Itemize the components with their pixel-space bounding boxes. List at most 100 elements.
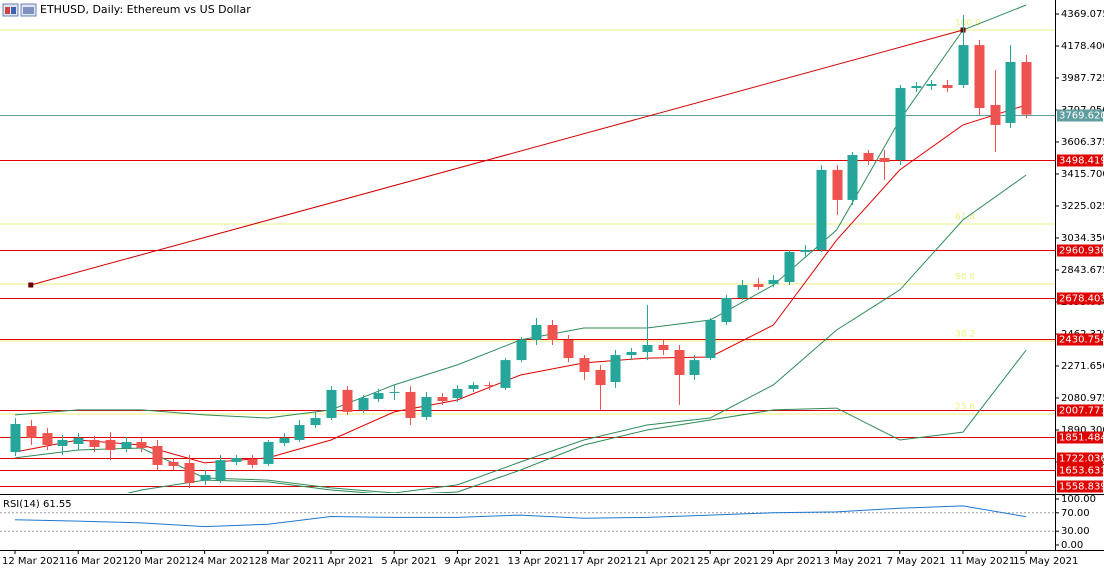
rsi-tick-label: 100.00 (1061, 494, 1096, 505)
candle-body (215, 460, 226, 481)
rsi-panel (0, 505, 1055, 532)
fib-label: 38.2 (955, 330, 975, 340)
candle-body (437, 396, 448, 402)
x-tick-label: 21 Apr 2021 (634, 556, 696, 567)
candle-body (373, 392, 384, 400)
x-tick-label: 13 Apr 2021 (508, 556, 570, 567)
icon-part (11, 7, 16, 14)
candle-body (263, 441, 274, 464)
candle-body (595, 369, 606, 386)
level-label: 2430.754 (1059, 335, 1104, 346)
candle-body (184, 462, 195, 484)
level-label-box (1057, 292, 1103, 305)
candle-body (800, 249, 811, 252)
candle-body (911, 86, 922, 89)
candle-body (674, 349, 685, 376)
price-panel: 100.0 61.8 50.0 38.2 23.6 (0, 4, 1055, 493)
x-tick-label: 29 Apr 2021 (760, 556, 822, 567)
rsi-label: RSI(14) 61.55 (3, 499, 72, 510)
candle-body (231, 458, 242, 462)
candle-body (547, 324, 558, 340)
candle-body (105, 439, 116, 451)
y-tick-label: 4369.075 (1061, 9, 1104, 20)
level-label-box (1057, 109, 1103, 122)
candle-body (753, 284, 764, 288)
indicator-line (14, 104, 1027, 464)
candle-body (89, 439, 100, 447)
y-tick-label: 3987.725 (1061, 73, 1104, 84)
icon-part (5, 7, 10, 14)
level-label-box (1057, 452, 1103, 465)
candle-body (389, 391, 400, 393)
candle-body (10, 424, 21, 453)
level-label-box (1057, 480, 1103, 493)
fib-label: 23.6 (955, 402, 975, 412)
candle-body (531, 324, 542, 340)
candle-body (816, 169, 827, 250)
candle-body (294, 425, 305, 440)
y-tick-label: 3606.375 (1061, 137, 1104, 148)
level-label: 1558.839 (1059, 482, 1104, 493)
candle-body (468, 385, 479, 389)
candle-body (421, 396, 432, 417)
candle-body (784, 251, 795, 283)
indicator-line (14, 174, 1027, 493)
candle-body (136, 441, 147, 449)
candle-body (832, 169, 843, 200)
level-label: 2007.771 (1059, 406, 1104, 417)
rsi-line (14, 505, 1027, 528)
fib-label: 50.0 (955, 272, 975, 282)
labels: ETHUSD, Daily: Ethereum vs US Dollar 436… (2, 3, 1104, 567)
chart-title: ETHUSD, Daily: Ethereum vs US Dollar (40, 3, 251, 16)
fib-label: 61.8 (955, 212, 975, 222)
candle-body (1005, 62, 1016, 123)
x-tick-label: 20 Mar 2021 (128, 556, 191, 567)
x-tick-label: 9 Apr 2021 (444, 556, 499, 567)
candle-body (121, 441, 132, 449)
candle-body (500, 360, 511, 388)
rsi-tick-label: 0.00 (1061, 540, 1083, 551)
candle-body (326, 389, 337, 418)
rsi-tick-label: 30.00 (1061, 526, 1090, 537)
x-tick-label: 28 Mar 2021 (255, 556, 318, 567)
candle-body (610, 355, 621, 383)
indicator-line (126, 349, 1027, 493)
candle-body (958, 45, 969, 86)
level-label-box (1057, 431, 1103, 444)
candle-body (279, 437, 290, 443)
x-tick-label: 5 Apr 2021 (381, 556, 436, 567)
candle-body (658, 344, 669, 350)
x-tick-label: 24 Mar 2021 (192, 556, 255, 567)
level-label-box (1057, 244, 1103, 257)
candle-body (863, 152, 874, 161)
candle-body (768, 280, 779, 285)
candle-body (57, 439, 68, 446)
candle-body (879, 158, 890, 163)
x-tick-label: 3 May 2021 (824, 556, 883, 567)
level-label: 3769.620 (1059, 111, 1104, 122)
candle-body (358, 397, 369, 410)
candle-body (200, 475, 211, 481)
trend-line (30, 29, 964, 286)
candle-body (310, 417, 321, 426)
y-tick-label: 2271.650 (1061, 361, 1104, 372)
x-tick-label: 7 May 2021 (887, 556, 946, 567)
candle-body (990, 104, 1001, 125)
candle-body (484, 385, 495, 387)
candle-body (42, 433, 53, 445)
level-label-box (1057, 404, 1103, 417)
candle-body (974, 45, 985, 108)
x-tick-label: 17 Apr 2021 (571, 556, 633, 567)
level-label: 2960.930 (1059, 246, 1104, 257)
rsi-tick-label: 70.00 (1061, 508, 1090, 519)
level-label-box (1057, 154, 1103, 167)
candle-body (247, 459, 258, 465)
level-label: 3498.419 (1059, 156, 1104, 167)
y-tick-label: 3034.350 (1061, 233, 1104, 244)
candle-body (642, 344, 653, 353)
candle-body (563, 339, 574, 359)
axes (0, 0, 1104, 551)
x-tick-label: 16 Mar 2021 (65, 556, 128, 567)
candle-body (926, 83, 937, 87)
